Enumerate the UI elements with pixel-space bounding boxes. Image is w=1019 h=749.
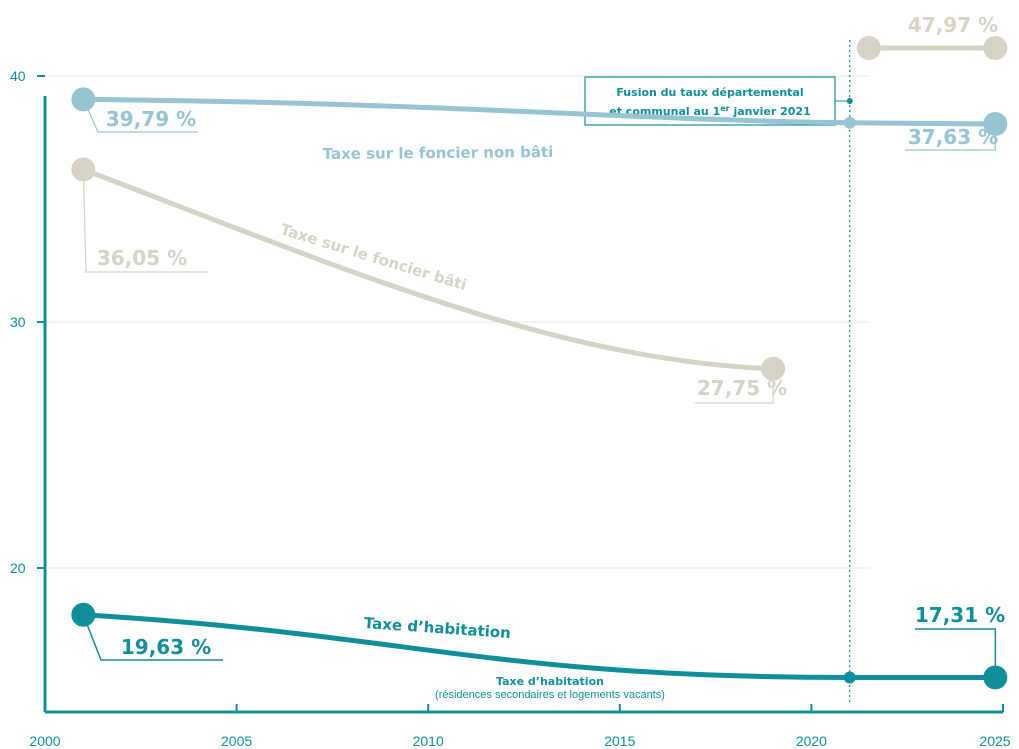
x-tick-label: 2015 xyxy=(604,733,635,749)
value-labels: 39,79 % 37,63 % 47,97 % 36,05 % 27,75 % 19,63… xyxy=(82,13,1005,678)
x-tick-label: 2010 xyxy=(413,733,444,749)
series-lines xyxy=(71,36,1008,690)
value-label-habitation-start: 19,63 % xyxy=(121,635,211,659)
point-bati-2021-end xyxy=(983,36,1008,60)
y-tick-label: 30 xyxy=(10,314,26,330)
x-tick-label: 2025 xyxy=(979,733,1010,749)
series-line-habitation xyxy=(80,612,998,680)
value-label-non-bati-end: 37,63 % xyxy=(908,125,998,149)
y-tick-label: 40 xyxy=(10,68,26,84)
fusion-note-line2-end: janvier 2021 xyxy=(730,105,811,118)
value-label-bati-start: 36,05 % xyxy=(97,246,187,270)
x-tick-label: 2020 xyxy=(796,733,827,749)
th2-title: Taxe d’habitation xyxy=(496,675,604,688)
series-name-habitation: Taxe d’habitation xyxy=(363,614,511,642)
label-connector-habitation-start xyxy=(82,614,223,661)
axes: 20 30 40 2000 2005 2010 2015 2020 2025 xyxy=(10,68,1011,749)
series-name-non-bati: Taxe sur le foncier non bâti xyxy=(323,143,554,163)
value-label-non-bati-start: 39,79 % xyxy=(106,107,196,131)
series-line-bati xyxy=(80,166,776,372)
series-line-non-bati xyxy=(80,96,998,127)
label-connector-habitation-end xyxy=(915,628,997,678)
y-tick-label: 20 xyxy=(10,560,26,576)
point-bati-2021-start xyxy=(856,36,881,60)
th2-subtitle: (résidences secondaires et logements vac… xyxy=(435,689,665,701)
fusion-callout-dot xyxy=(846,98,853,104)
label-connector-non-bati-start xyxy=(82,99,198,133)
fusion-note-line1: Fusion du taux départemental xyxy=(616,86,803,99)
label-connector-bati-start xyxy=(82,169,208,273)
fusion-note-line2: et communal au 1er janvier 2021 xyxy=(609,104,810,118)
fusion-guide: Fusion du taux départemental et communal … xyxy=(584,40,853,705)
value-label-bati-2021: 47,97 % xyxy=(908,13,998,37)
x-tick-label: 2000 xyxy=(29,733,60,749)
value-label-bati-end: 27,75 % xyxy=(697,376,787,400)
label-connector-non-bati-end xyxy=(905,123,996,151)
point-non-bati-2021 xyxy=(843,116,856,129)
label-connector-bati-end xyxy=(695,368,774,404)
fusion-note-superscript: er xyxy=(720,104,729,113)
point-habitation-2021 xyxy=(843,671,856,684)
value-label-habitation-end: 17,31 % xyxy=(915,603,1005,627)
x-tick-label: 2005 xyxy=(221,733,252,749)
grid-lines xyxy=(45,75,870,569)
